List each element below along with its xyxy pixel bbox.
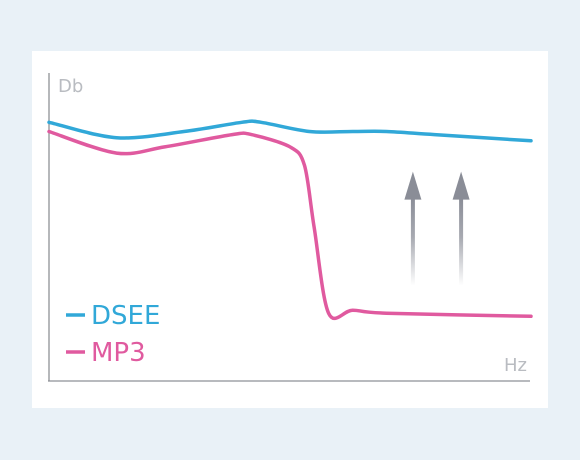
series-lines	[47, 119, 533, 321]
legend-label-dsee: DSEE	[91, 301, 160, 331]
x-axis-label: Hz	[504, 355, 527, 376]
arrow-up-icon	[404, 171, 422, 286]
legend: DSEE MP3	[66, 301, 160, 368]
arrow-shaft	[410, 197, 415, 286]
arrows	[404, 171, 470, 286]
series-line-dsee	[47, 119, 533, 143]
arrow-up-icon	[452, 171, 470, 286]
legend-label-mp3: MP3	[91, 338, 146, 368]
series-line-mp3	[47, 129, 533, 321]
arrow-shaft	[459, 197, 464, 286]
arrow-head	[452, 171, 470, 200]
y-axis-label: Db	[58, 76, 83, 97]
arrow-head	[404, 171, 422, 200]
